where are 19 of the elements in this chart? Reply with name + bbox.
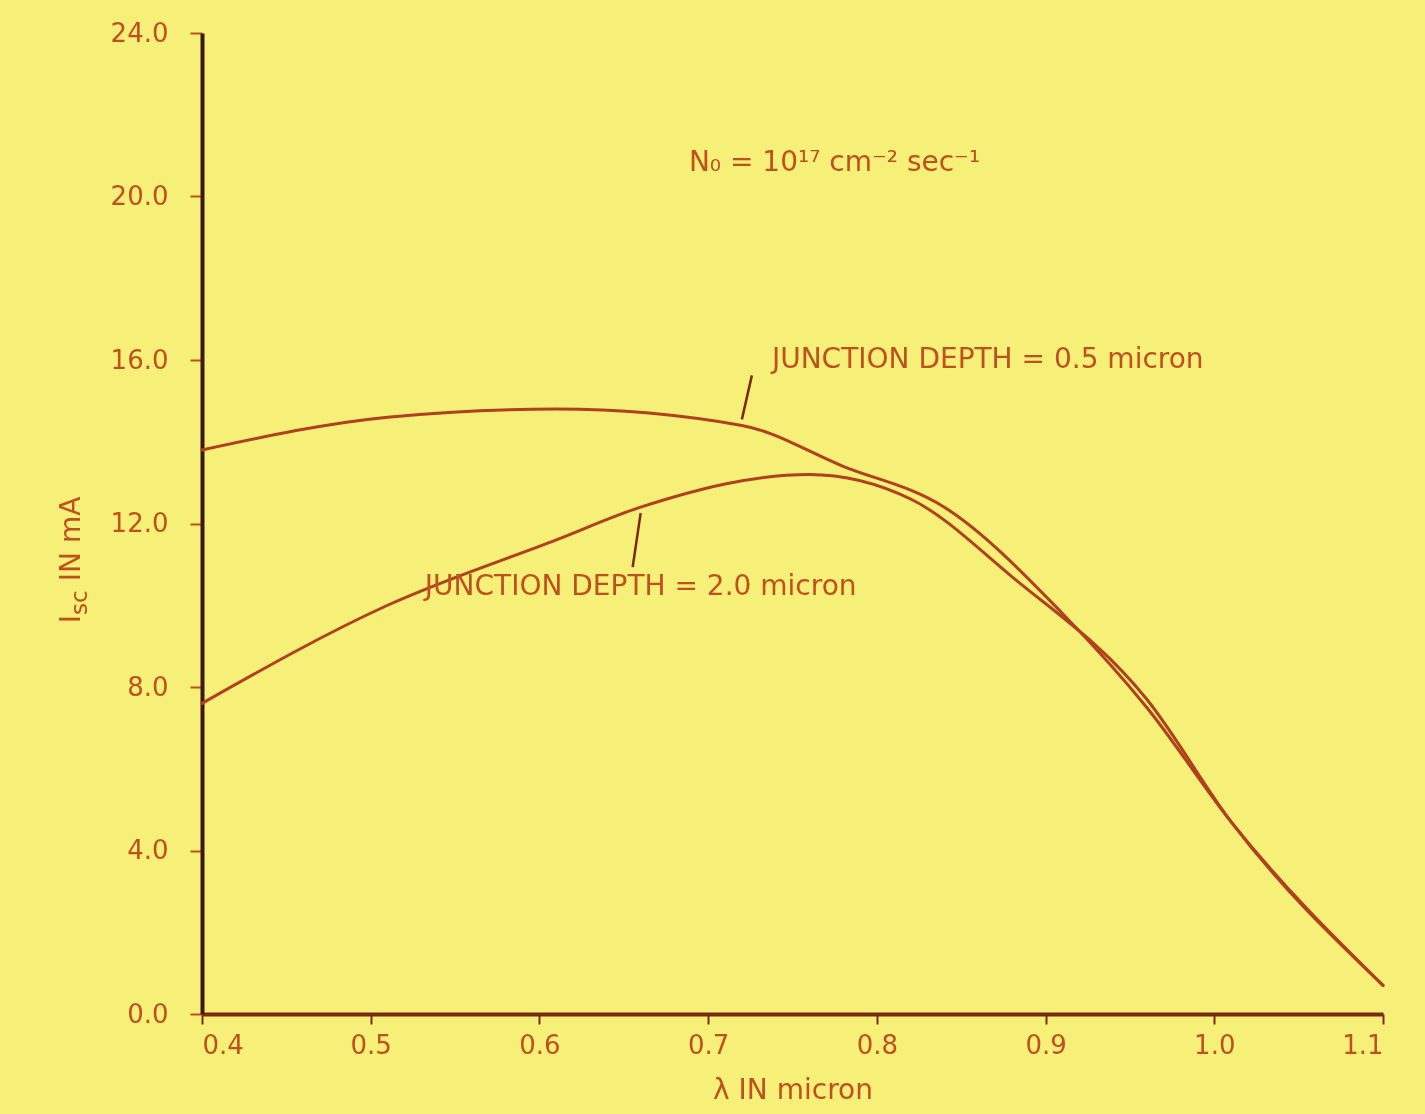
x-tick-label: 0.5	[350, 1029, 392, 1060]
annotation: JUNCTION DEPTH = 2.0 micron	[422, 569, 857, 603]
x-tick-label: 0.9	[1025, 1029, 1067, 1060]
y-tick-label: 8.0	[127, 671, 169, 702]
x-tick-label: 0.8	[856, 1029, 899, 1060]
y-tick-label: 24.0	[110, 17, 169, 48]
annotation: JUNCTION DEPTH = 0.5 micron	[769, 342, 1204, 376]
x-tick-label: 1.1	[1342, 1029, 1384, 1060]
y-tick-label: 4.0	[127, 835, 169, 865]
x-tick-label: 0.4	[202, 1029, 244, 1060]
x-tick-label: 0.6	[519, 1029, 561, 1060]
annotation: N₀ = 10¹⁷ cm⁻² sec⁻¹	[688, 145, 981, 178]
x-tick-label: 0.7	[687, 1029, 730, 1060]
y-tick-label: 20.0	[110, 181, 169, 211]
x-tick-label: 1.0	[1194, 1029, 1236, 1060]
y-tick-label: 16.0	[110, 344, 169, 375]
y-tick-label: 0.0	[127, 998, 169, 1029]
y-tick-label: 12.0	[110, 508, 169, 538]
x-axis-title: λ IN micron	[713, 1072, 873, 1106]
